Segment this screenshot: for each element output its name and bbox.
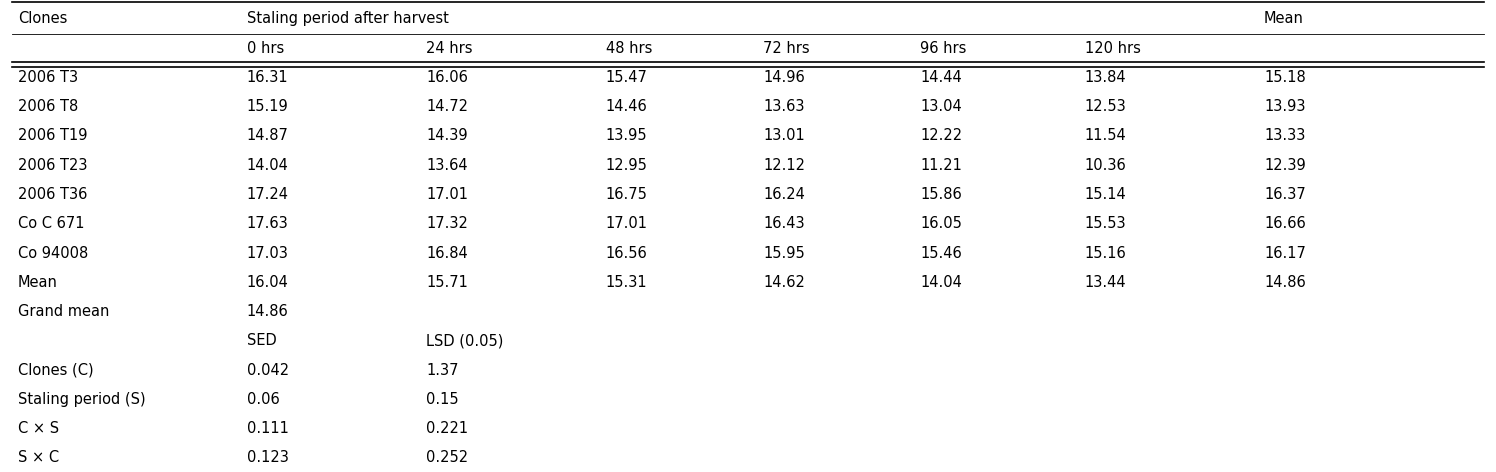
Text: 72 hrs: 72 hrs [763,41,809,56]
Text: 14.39: 14.39 [426,128,468,143]
Text: Staling period after harvest: Staling period after harvest [247,11,449,26]
Text: 0.123: 0.123 [247,450,289,465]
Text: 13.95: 13.95 [606,128,648,143]
Text: 15.71: 15.71 [426,275,468,290]
Text: 120 hrs: 120 hrs [1085,41,1140,56]
Text: 15.19: 15.19 [247,99,289,114]
Text: 12.39: 12.39 [1264,158,1306,173]
Text: LSD (0.05): LSD (0.05) [426,333,504,348]
Text: Clones (C): Clones (C) [18,362,94,378]
Text: 14.04: 14.04 [920,275,962,290]
Text: 0.252: 0.252 [426,450,468,465]
Text: 16.31: 16.31 [247,70,289,85]
Text: S × C: S × C [18,450,58,465]
Text: 0.15: 0.15 [426,392,459,407]
Text: 15.86: 15.86 [920,187,962,202]
Text: 11.54: 11.54 [1085,128,1126,143]
Text: 14.72: 14.72 [426,99,468,114]
Text: 13.84: 13.84 [1085,70,1126,85]
Text: 10.36: 10.36 [1085,158,1126,173]
Text: 16.17: 16.17 [1264,245,1306,261]
Text: 13.01: 13.01 [763,128,805,143]
Text: 16.37: 16.37 [1264,187,1306,202]
Text: Clones: Clones [18,11,67,26]
Text: 16.84: 16.84 [426,245,468,261]
Text: 12.53: 12.53 [1085,99,1126,114]
Text: 17.24: 17.24 [247,187,289,202]
Text: 14.86: 14.86 [247,304,289,319]
Text: Staling period (S): Staling period (S) [18,392,145,407]
Text: 14.86: 14.86 [1264,275,1306,290]
Text: 11.21: 11.21 [920,158,962,173]
Text: 2006 T19: 2006 T19 [18,128,87,143]
Text: 0 hrs: 0 hrs [247,41,284,56]
Text: 14.87: 14.87 [247,128,289,143]
Text: Co 94008: Co 94008 [18,245,88,261]
Text: 16.56: 16.56 [606,245,648,261]
Text: 24 hrs: 24 hrs [426,41,473,56]
Text: 2006 T23: 2006 T23 [18,158,87,173]
Text: 16.66: 16.66 [1264,216,1306,231]
Text: 17.01: 17.01 [426,187,468,202]
Text: 16.24: 16.24 [763,187,805,202]
Text: 15.46: 15.46 [920,245,962,261]
Text: 12.22: 12.22 [920,128,962,143]
Text: 0.06: 0.06 [247,392,280,407]
Text: 17.03: 17.03 [247,245,289,261]
Text: 15.16: 15.16 [1085,245,1126,261]
Text: 13.04: 13.04 [920,99,962,114]
Text: 13.33: 13.33 [1264,128,1306,143]
Text: 16.04: 16.04 [247,275,289,290]
Text: 15.53: 15.53 [1085,216,1126,231]
Text: 2006 T8: 2006 T8 [18,99,78,114]
Text: Mean: Mean [18,275,58,290]
Text: 15.18: 15.18 [1264,70,1306,85]
Text: Co C 671: Co C 671 [18,216,84,231]
Text: 16.05: 16.05 [920,216,962,231]
Text: Grand mean: Grand mean [18,304,109,319]
Text: 96 hrs: 96 hrs [920,41,966,56]
Text: 0.221: 0.221 [426,421,468,436]
Text: 2006 T3: 2006 T3 [18,70,78,85]
Text: 12.95: 12.95 [606,158,648,173]
Text: 14.96: 14.96 [763,70,805,85]
Text: 14.46: 14.46 [606,99,648,114]
Text: SED: SED [247,333,277,348]
Text: 0.111: 0.111 [247,421,289,436]
Text: 17.01: 17.01 [606,216,648,231]
Text: 13.63: 13.63 [763,99,805,114]
Text: 16.06: 16.06 [426,70,468,85]
Text: 12.12: 12.12 [763,158,805,173]
Text: 17.63: 17.63 [247,216,289,231]
Text: 15.14: 15.14 [1085,187,1126,202]
Text: 2006 T36: 2006 T36 [18,187,87,202]
Text: 17.32: 17.32 [426,216,468,231]
Text: Mean: Mean [1264,11,1305,26]
Text: 13.44: 13.44 [1085,275,1126,290]
Text: 16.43: 16.43 [763,216,805,231]
Text: 48 hrs: 48 hrs [606,41,652,56]
Text: 15.47: 15.47 [606,70,648,85]
Text: 15.31: 15.31 [606,275,648,290]
Text: C × S: C × S [18,421,58,436]
Text: 13.93: 13.93 [1264,99,1306,114]
Text: 1.37: 1.37 [426,362,459,378]
Text: 14.62: 14.62 [763,275,805,290]
Text: 0.042: 0.042 [247,362,289,378]
Text: 16.75: 16.75 [606,187,648,202]
Text: 15.95: 15.95 [763,245,805,261]
Text: 14.44: 14.44 [920,70,962,85]
Text: 13.64: 13.64 [426,158,468,173]
Text: 14.04: 14.04 [247,158,289,173]
